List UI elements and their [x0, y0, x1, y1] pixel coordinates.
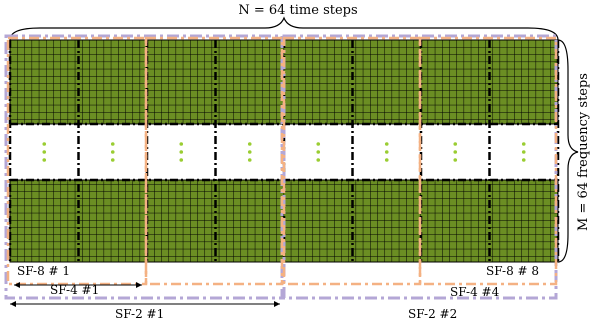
- sf4-last-label: SF-4 #4: [450, 285, 500, 299]
- ellipsis-dot: [453, 158, 458, 162]
- ellipsis-dot: [453, 150, 458, 154]
- ellipsis-dot: [247, 142, 252, 146]
- ellipsis-dot: [384, 150, 389, 154]
- top-label: N = 64 time steps: [238, 3, 357, 18]
- ellipsis-dot: [110, 142, 115, 146]
- sf4-block-1-border: [6, 36, 148, 286]
- ellipsis-dot: [384, 142, 389, 146]
- right-label: M = 64 frequency steps: [576, 73, 591, 231]
- ellipsis-dot: [521, 142, 526, 146]
- ellipsis-dot: [316, 142, 321, 146]
- ellipsis-dot: [316, 150, 321, 154]
- ellipsis-dot: [521, 158, 526, 162]
- ellipsis-dot: [384, 158, 389, 162]
- sf2-block-1-border: [4, 34, 284, 300]
- ellipsis-dot: [316, 158, 321, 162]
- top-brace: [9, 16, 559, 41]
- ellipsis-dot: [42, 150, 47, 154]
- sf4-first-label: SF-4 #1: [50, 283, 99, 297]
- sf8-last-label: SF-8 # 8: [486, 264, 539, 278]
- ellipsis-dot: [42, 142, 47, 146]
- ellipsis-dot: [453, 142, 458, 146]
- ellipsis-dot: [179, 158, 184, 162]
- right-brace: [557, 39, 579, 263]
- ellipsis-dot: [179, 150, 184, 154]
- sf2-second-label: SF-2 #2: [408, 307, 457, 321]
- ellipsis-dot: [110, 150, 115, 154]
- sf4-block-3-border: [282, 36, 422, 286]
- ellipsis-dot: [247, 158, 252, 162]
- ellipsis-dot: [521, 150, 526, 154]
- ellipsis-dot: [42, 158, 47, 162]
- ellipsis-dot: [179, 142, 184, 146]
- sf2-first-label: SF-2 #1: [115, 307, 164, 321]
- ellipsis-dot: [110, 158, 115, 162]
- ellipsis-dot: [247, 150, 252, 154]
- sf4-block-4-border: [418, 36, 558, 286]
- sf8-first-label: SF-8 # 1: [17, 264, 70, 278]
- sf4-block-2-border: [144, 36, 284, 286]
- ellipsis-dots: [42, 142, 526, 162]
